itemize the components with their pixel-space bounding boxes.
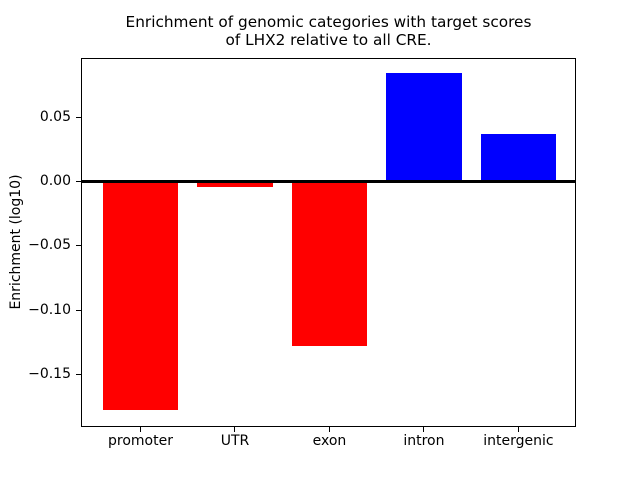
y-tick-label: −0.10 <box>28 301 71 318</box>
bar-intergenic <box>480 133 557 182</box>
x-tick-mark <box>234 427 236 432</box>
x-tick-mark <box>140 427 141 432</box>
y-tick-label: −0.05 <box>28 237 71 254</box>
y-tick-label: −0.15 <box>28 365 71 382</box>
y-tick-mark <box>76 180 81 182</box>
y-tick-label: 0.05 <box>39 108 71 125</box>
x-tick-label-UTR: UTR <box>220 433 250 449</box>
plot-area <box>81 58 576 427</box>
bar-UTR <box>197 181 273 187</box>
bar-intron <box>386 73 462 182</box>
y-tick-mark <box>76 245 81 247</box>
x-tick-label-exon: exon <box>312 433 347 449</box>
y-tick-mark <box>76 309 81 311</box>
zero-line <box>81 180 576 183</box>
x-tick-mark <box>423 427 425 432</box>
y-tick-mark <box>76 116 81 118</box>
bar-promoter <box>102 181 179 411</box>
x-tick-label-intergenic: intergenic <box>483 433 554 449</box>
x-tick-mark <box>517 427 519 432</box>
x-tick-label-intron: intron <box>403 433 445 449</box>
bar-exon <box>291 181 368 346</box>
x-tick-label-promoter: promoter <box>108 433 173 449</box>
y-tick-label: 0.00 <box>39 172 71 189</box>
y-tick-mark <box>76 373 81 375</box>
chart-title: Enrichment of genomic categories with ta… <box>81 13 576 50</box>
chart-title-line-1: Enrichment of genomic categories with ta… <box>125 13 532 31</box>
x-tick-mark <box>328 427 330 432</box>
chart-title-line-2: of LHX2 relative to all CRE. <box>225 31 432 50</box>
